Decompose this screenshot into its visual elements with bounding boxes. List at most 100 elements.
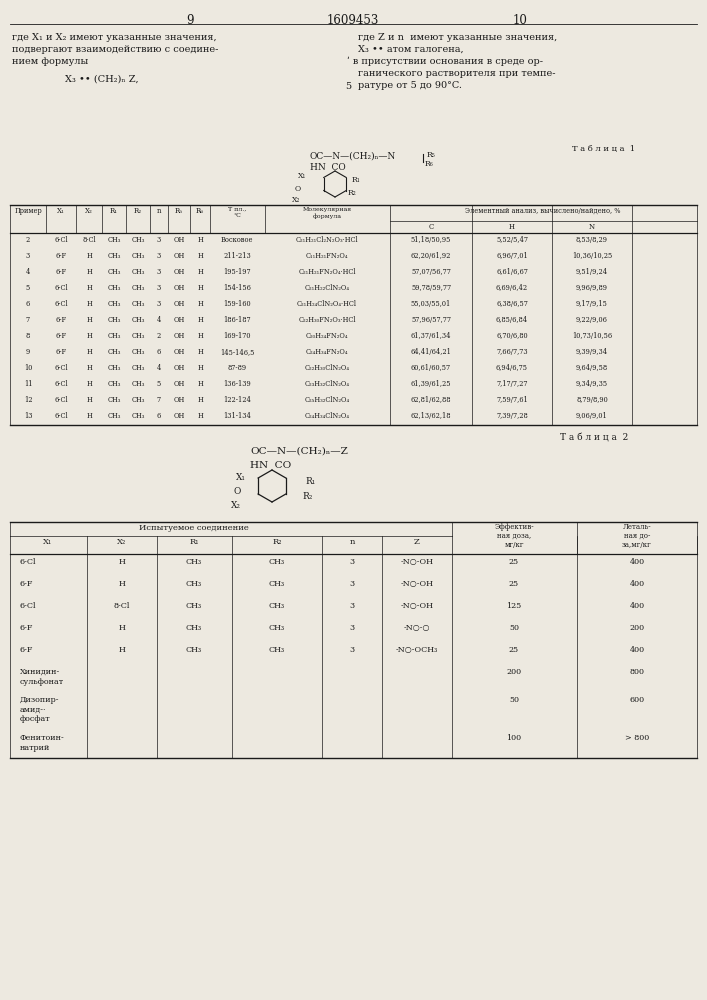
Text: R₅: R₅ xyxy=(427,151,436,159)
Text: H: H xyxy=(86,332,92,340)
Text: H: H xyxy=(119,580,125,588)
Text: 6-F: 6-F xyxy=(55,268,66,276)
Text: CH₃: CH₃ xyxy=(107,380,121,388)
Text: H: H xyxy=(86,380,92,388)
Text: амид-·: амид-· xyxy=(20,706,47,714)
Text: 57,07/56,77: 57,07/56,77 xyxy=(411,268,451,276)
Text: 3: 3 xyxy=(349,646,355,654)
Text: ратуре от 5 до 90°C.: ратуре от 5 до 90°C. xyxy=(358,81,462,90)
Text: нием формулы: нием формулы xyxy=(12,57,88,66)
Text: 6-Cl: 6-Cl xyxy=(20,558,37,566)
Text: 7,59/7,61: 7,59/7,61 xyxy=(496,396,528,404)
Text: 60,61/60,57: 60,61/60,57 xyxy=(411,364,451,372)
Text: Испытуемое соединение: Испытуемое соединение xyxy=(139,524,249,532)
Text: 7: 7 xyxy=(26,316,30,324)
Text: 57,96/57,77: 57,96/57,77 xyxy=(411,316,451,324)
Text: C₂₁H₂₂ClN₂O₄: C₂₁H₂₂ClN₂O₄ xyxy=(305,284,349,292)
Text: 6-F: 6-F xyxy=(20,624,33,632)
Text: 7,39/7,28: 7,39/7,28 xyxy=(496,412,528,420)
Text: HN  CO: HN CO xyxy=(310,163,346,172)
Text: CH₃: CH₃ xyxy=(269,646,285,654)
Text: CH₃: CH₃ xyxy=(107,284,121,292)
Text: 3: 3 xyxy=(349,558,355,566)
Text: C₂₄H₃₄FN₂O₄: C₂₄H₃₄FN₂O₄ xyxy=(305,348,349,356)
Text: Т а б л и ц а  1: Т а б л и ц а 1 xyxy=(572,145,635,153)
Text: C₂₄H₃₄ClN₂O₄: C₂₄H₃₄ClN₂O₄ xyxy=(305,412,349,420)
Text: 6-F: 6-F xyxy=(55,332,66,340)
Text: 10,73/10,56: 10,73/10,56 xyxy=(572,332,612,340)
Text: C₂₂H₃₀ClN₂O₄: C₂₂H₃₀ClN₂O₄ xyxy=(305,364,349,372)
Text: 8-Cl: 8-Cl xyxy=(114,602,130,610)
Text: 3: 3 xyxy=(349,624,355,632)
Text: 11: 11 xyxy=(24,380,33,388)
Text: CH₃: CH₃ xyxy=(269,580,285,588)
Text: 6,94/6,75: 6,94/6,75 xyxy=(496,364,528,372)
Text: Элементный анализ, вычислено/найдено, %: Элементный анализ, вычислено/найдено, % xyxy=(465,207,621,215)
Text: H: H xyxy=(86,348,92,356)
Text: CH₃: CH₃ xyxy=(132,412,145,420)
Text: 6-F: 6-F xyxy=(55,252,66,260)
Text: 400: 400 xyxy=(629,580,645,588)
Text: CH₃: CH₃ xyxy=(107,300,121,308)
Text: H: H xyxy=(509,223,515,231)
Text: 9: 9 xyxy=(26,348,30,356)
Text: 3: 3 xyxy=(157,252,161,260)
Text: n: n xyxy=(157,207,161,215)
Text: H: H xyxy=(197,380,203,388)
Text: CH₃: CH₃ xyxy=(132,268,145,276)
Text: 51,18/50,95: 51,18/50,95 xyxy=(411,236,451,244)
Text: 5,52/5,47: 5,52/5,47 xyxy=(496,236,528,244)
Text: сульфонат: сульфонат xyxy=(20,678,64,686)
Text: 1609453: 1609453 xyxy=(327,14,379,27)
Text: ʹ в присутствии основания в среде ор-: ʹ в присутствии основания в среде ор- xyxy=(347,57,543,66)
Text: CH₃: CH₃ xyxy=(186,602,202,610)
Text: 159-160: 159-160 xyxy=(223,300,251,308)
Text: R₆: R₆ xyxy=(196,207,204,215)
Text: Эффектив-
ная доза,
мг/кг: Эффектив- ная доза, мг/кг xyxy=(494,523,534,549)
Text: 136-139: 136-139 xyxy=(223,380,251,388)
Text: CH₃: CH₃ xyxy=(186,580,202,588)
Text: H: H xyxy=(86,412,92,420)
Text: CH₃: CH₃ xyxy=(186,558,202,566)
Text: OH: OH xyxy=(173,284,185,292)
Text: 5: 5 xyxy=(26,284,30,292)
Text: H: H xyxy=(197,252,203,260)
Text: ганического растворителя при темпе-: ганического растворителя при темпе- xyxy=(358,69,556,78)
Text: H: H xyxy=(197,332,203,340)
Text: HN  CO: HN CO xyxy=(250,461,291,470)
Text: > 800: > 800 xyxy=(625,734,649,742)
Text: 6-F: 6-F xyxy=(55,348,66,356)
Text: 122-124: 122-124 xyxy=(223,396,251,404)
Text: где Z и n  имеют указанные значения,: где Z и n имеют указанные значения, xyxy=(358,33,557,42)
Text: CH₃: CH₃ xyxy=(107,364,121,372)
Text: 8,79/8,90: 8,79/8,90 xyxy=(576,396,608,404)
Text: C₂₁H₂₁FN₂O₄·HCl: C₂₁H₂₁FN₂O₄·HCl xyxy=(298,268,356,276)
Text: 64,41/64,21: 64,41/64,21 xyxy=(411,348,452,356)
Text: H: H xyxy=(86,252,92,260)
Text: 3: 3 xyxy=(157,268,161,276)
Text: 62,13/62,18: 62,13/62,18 xyxy=(411,412,451,420)
Text: 55,03/55,01: 55,03/55,01 xyxy=(411,300,451,308)
Text: 5: 5 xyxy=(157,380,161,388)
Text: фосфат: фосфат xyxy=(20,715,51,723)
Text: 10,36/10,25: 10,36/10,25 xyxy=(572,252,612,260)
Text: C₂₅H₃₂ClN₂O₄: C₂₅H₃₂ClN₂O₄ xyxy=(305,396,349,404)
Text: 6,61/6,67: 6,61/6,67 xyxy=(496,268,528,276)
Text: Хинидин-: Хинидин- xyxy=(20,668,60,676)
Text: 6-Cl: 6-Cl xyxy=(54,284,68,292)
Text: H: H xyxy=(197,268,203,276)
Text: Фенитоин-: Фенитоин- xyxy=(20,734,65,742)
Text: Z: Z xyxy=(414,538,420,546)
Text: 8-Cl: 8-Cl xyxy=(82,236,96,244)
Text: OH: OH xyxy=(173,252,185,260)
Text: CH₃: CH₃ xyxy=(107,396,121,404)
Text: 131-134: 131-134 xyxy=(223,412,251,420)
Text: 9,22/9,06: 9,22/9,06 xyxy=(576,316,608,324)
Text: X₂: X₂ xyxy=(117,538,127,546)
Text: X₃ •• атом галогена,: X₃ •• атом галогена, xyxy=(358,45,464,54)
Text: X₁: X₁ xyxy=(298,172,306,180)
Text: H: H xyxy=(119,646,125,654)
Text: R₂: R₂ xyxy=(272,538,282,546)
Text: 9: 9 xyxy=(186,14,194,27)
Text: 9,34/9,35: 9,34/9,35 xyxy=(576,380,608,388)
